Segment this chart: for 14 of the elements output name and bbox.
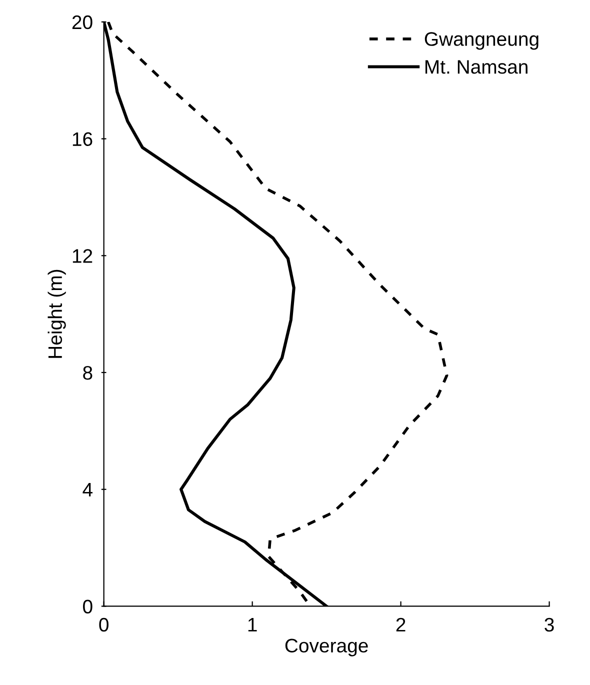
y-tick-label: 16	[72, 132, 92, 146]
legend-label: Gwangneung	[424, 32, 538, 50]
y-tick-label: 20	[72, 15, 92, 30]
y-tick-label: 12	[72, 249, 92, 263]
y-tick-label: 0	[83, 600, 92, 614]
x-tick-label: 1	[248, 618, 257, 632]
x-tick-label: 0	[99, 618, 108, 632]
legend-label: Mt. Namsan	[425, 60, 528, 74]
x-tick-label: 3	[544, 618, 554, 632]
y-axis-title: Height (m)	[48, 270, 66, 358]
y-tick-label: 8	[83, 366, 92, 380]
x-tick-label: 2	[396, 618, 406, 632]
x-axis-title: Coverage	[285, 638, 368, 656]
y-tick-label: 4	[82, 483, 93, 496]
